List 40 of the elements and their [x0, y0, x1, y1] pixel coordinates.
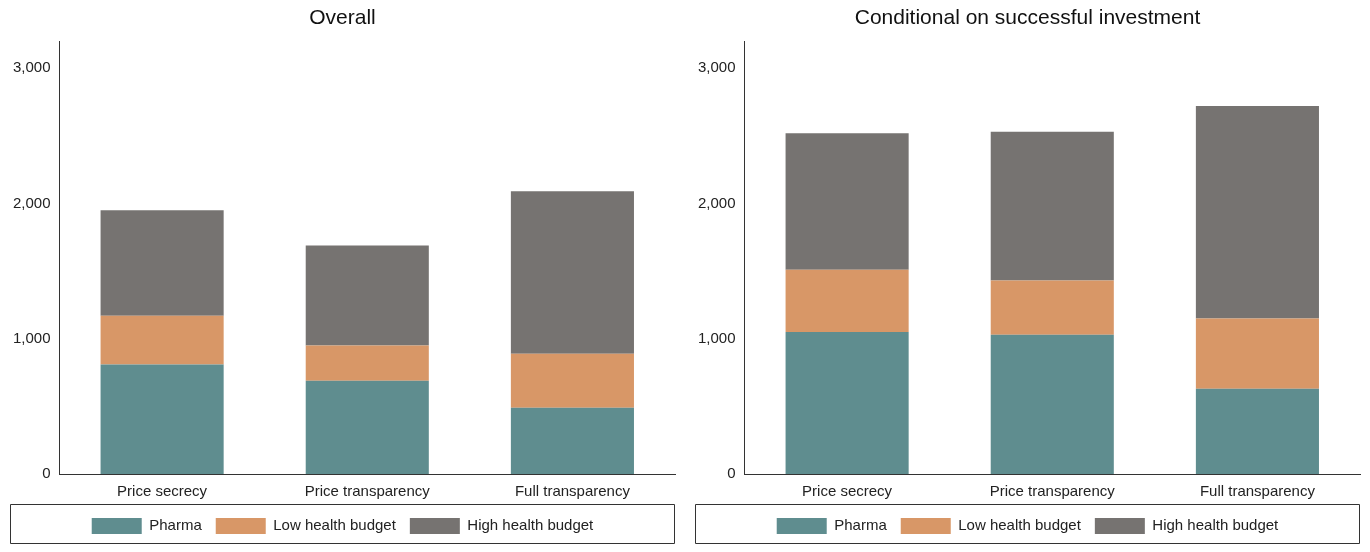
bar [510, 407, 634, 474]
x-tick-label: Price transparency [304, 482, 431, 500]
legend-label: Pharma [834, 516, 888, 534]
x-tick-label: Price secrecy [117, 482, 208, 500]
bar [990, 280, 1114, 335]
bar [305, 380, 429, 474]
y-tick-label: 3,000 [697, 58, 736, 76]
bar [990, 131, 1114, 281]
legend-label: Low health budget [273, 516, 397, 534]
bar [510, 191, 634, 354]
bar [785, 331, 909, 474]
bar [100, 210, 224, 316]
y-tick-label: 2,000 [697, 193, 736, 211]
legend-label: High health budget [467, 516, 595, 534]
x-tick-label: Price secrecy [802, 482, 893, 500]
bar [990, 334, 1114, 474]
chart-title: Conditional on successful investment [854, 5, 1201, 29]
bar [1195, 106, 1319, 319]
bar [1195, 388, 1319, 474]
y-tick-label: 1,000 [697, 328, 736, 346]
x-tick-label: Price transparency [989, 482, 1116, 500]
x-tick-label: Full transparency [1199, 482, 1316, 500]
legend-label: High health budget [1152, 516, 1280, 534]
bar [305, 345, 429, 381]
bar [785, 269, 909, 332]
bar [100, 315, 224, 365]
bar [100, 364, 224, 474]
y-tick-label: 3,000 [12, 58, 51, 76]
y-tick-label: 0 [42, 464, 51, 482]
y-tick-label: 0 [727, 464, 736, 482]
chart-title: Overall [309, 5, 376, 29]
y-tick-label: 2,000 [12, 193, 51, 211]
bar [510, 353, 634, 408]
bar [785, 133, 909, 270]
y-tick-label: 1,000 [12, 328, 51, 346]
x-tick-label: Full transparency [514, 482, 631, 500]
legend-label: Pharma [149, 516, 203, 534]
legend-label: Low health budget [958, 516, 1082, 534]
bar [1195, 318, 1319, 389]
bar [305, 245, 429, 346]
